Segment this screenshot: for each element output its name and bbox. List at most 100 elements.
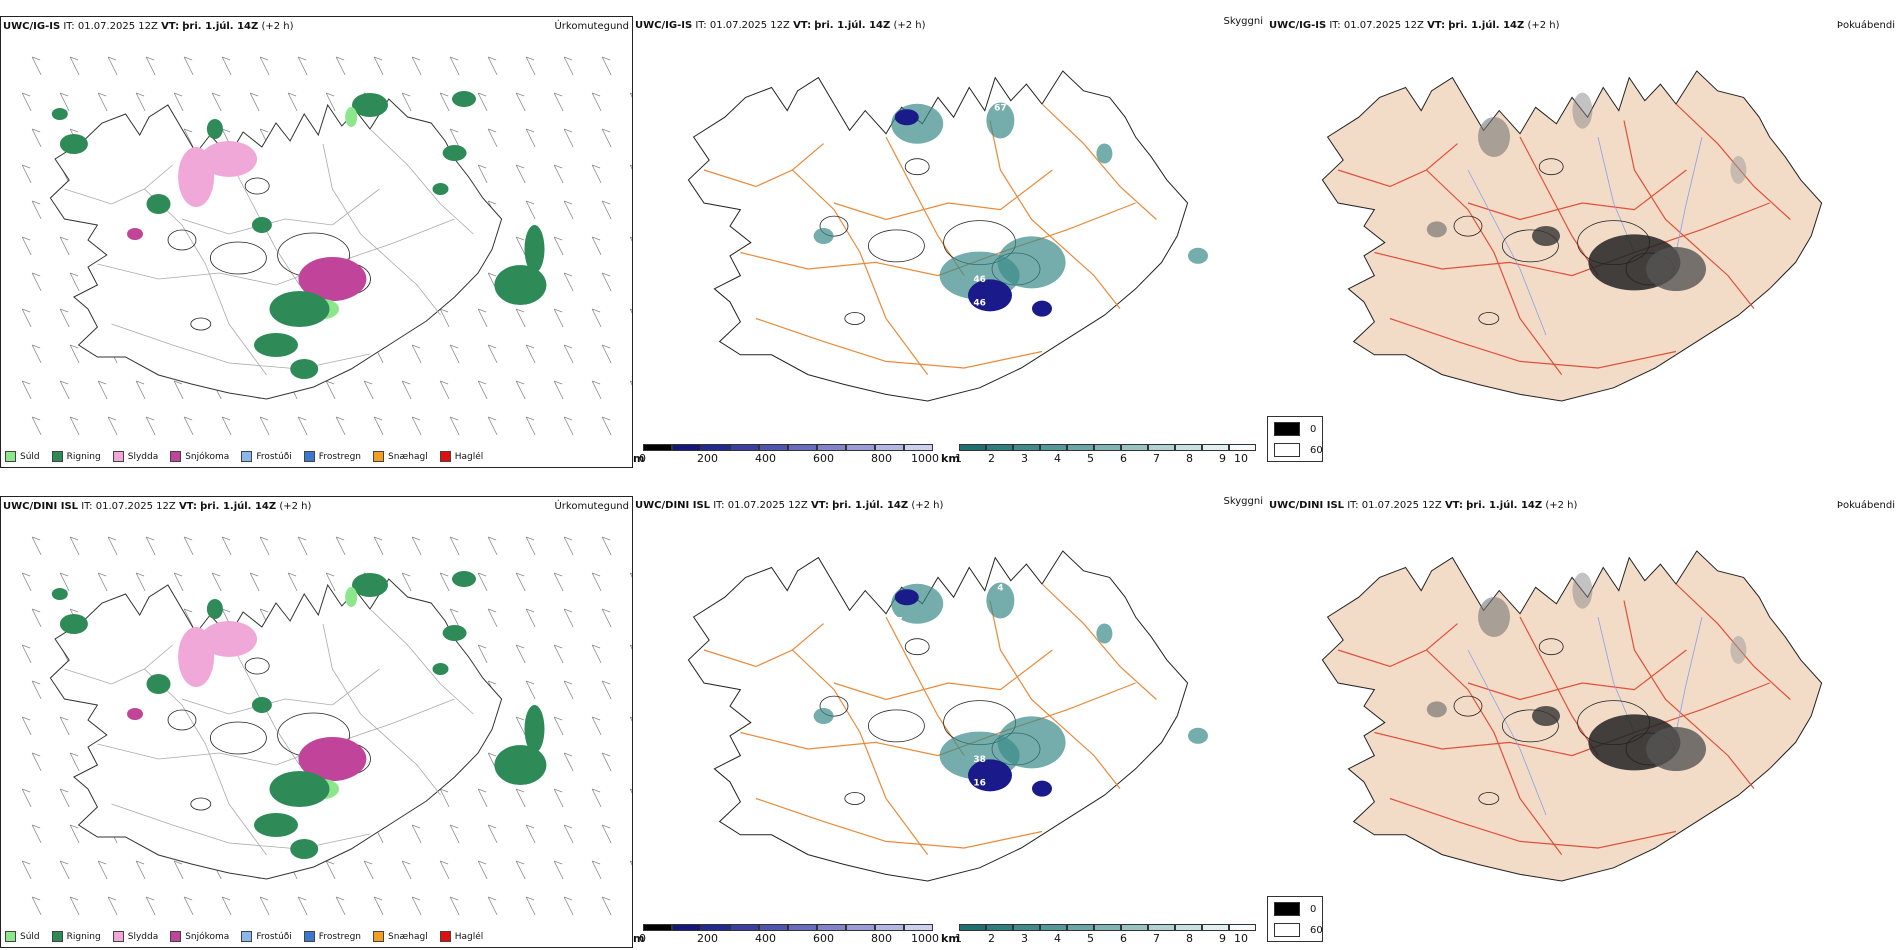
wind-barb [477, 860, 488, 880]
wind-barb [411, 344, 421, 349]
wind-barb [449, 896, 459, 901]
wind-barb [259, 536, 270, 556]
colorbar-tick: 10 [1234, 932, 1248, 945]
wind-barb [525, 536, 535, 541]
colorbar-tick: 8 [1186, 452, 1193, 465]
wind-barb [411, 344, 422, 364]
wind-barb [135, 860, 146, 880]
precip-area [352, 93, 388, 117]
wind-barb [363, 380, 374, 400]
legend-swatch [303, 931, 315, 942]
road [1623, 120, 1755, 309]
wind-barb [297, 896, 307, 901]
wind-barb [145, 56, 155, 61]
wind-barb [487, 56, 497, 61]
wind-barb [591, 308, 602, 328]
wind-barb [221, 896, 231, 901]
fog-legend-swatch [1274, 923, 1300, 937]
precip-map[interactable] [1, 497, 633, 948]
road [1337, 143, 1458, 188]
wind-barb [183, 416, 193, 421]
road [703, 143, 824, 188]
precip-area [290, 359, 319, 379]
wind-barb [487, 680, 497, 685]
fog-legend-label: 60 [1310, 444, 1323, 456]
wind-barb [221, 896, 232, 916]
wind-barb [259, 56, 270, 76]
colorbar-segment [701, 924, 730, 931]
wind-barb [439, 860, 449, 865]
wind-barb [59, 860, 69, 865]
precip-area [269, 771, 330, 807]
colorbar-tick: 7 [1153, 452, 1160, 465]
wind-barb [629, 308, 632, 311]
wind-barb [439, 92, 449, 97]
wind-barb [69, 344, 79, 349]
legend-swatch [241, 931, 253, 942]
wind-barb [335, 416, 345, 421]
legend-label: Frostúði [256, 931, 292, 942]
low-visibility-area [1096, 143, 1113, 164]
glacier-outline [1453, 215, 1483, 237]
wind-barb [221, 128, 231, 133]
road [1337, 623, 1458, 668]
wind-barb [69, 128, 79, 133]
glacier-outline [867, 709, 925, 743]
low-ceiling-area [894, 589, 919, 606]
wind-barb [221, 536, 232, 556]
wind-barb [107, 896, 117, 901]
wind-barb [401, 380, 412, 400]
wind-barb [563, 128, 574, 148]
wind-barb [411, 416, 421, 421]
wind-barb [591, 716, 602, 736]
wind-barb [145, 896, 155, 901]
fog-legend-item: 0 [1274, 902, 1316, 916]
vt-label: VT: [1444, 500, 1463, 511]
wind-barb [553, 644, 564, 664]
wind-barb [629, 380, 632, 386]
precip-area [345, 587, 358, 607]
precip-area [432, 183, 449, 195]
glacier-outline [1501, 229, 1559, 263]
fog-map[interactable] [1267, 16, 1900, 468]
fog-map[interactable] [1267, 496, 1900, 948]
precip-type-panel: UWC/IG-IS IT: 01.07.2025 12Z VT: þri. 1.… [0, 16, 633, 468]
ceiling-value-label: 4 [997, 584, 1003, 594]
ceiling-value-label: 42 [1015, 130, 1028, 140]
fog-legend: 0 60 [1267, 416, 1323, 462]
glacier-outline [190, 317, 212, 331]
wind-barb [325, 92, 335, 97]
wind-barb [297, 56, 308, 76]
legend-label: Súld [20, 931, 40, 942]
wind-barb [297, 896, 308, 916]
road [144, 188, 267, 376]
wind-barb [515, 788, 525, 793]
wind-barb [107, 416, 118, 436]
panel-title: UWC/DINI ISL IT: 01.07.2025 12Z VT: þri.… [635, 500, 943, 511]
wind-barb [21, 236, 31, 241]
legend-item: Snæhagl [373, 451, 428, 462]
legend-item: Snæhagl [373, 931, 428, 942]
wind-barb [107, 536, 118, 556]
colorbar-segment [1202, 444, 1229, 451]
glacier-outline [1501, 709, 1559, 743]
colorbar-tick: 200 [697, 452, 718, 465]
wind-barb [411, 536, 422, 556]
wind-barb [135, 572, 146, 592]
precip-area [494, 265, 547, 305]
wind-barb [439, 308, 449, 313]
precip-map[interactable] [1, 17, 633, 468]
legend-swatch [5, 931, 16, 942]
wind-barb [401, 860, 412, 880]
wind-barb [629, 236, 632, 239]
wind-barb [629, 92, 632, 95]
wind-barb [373, 416, 383, 421]
colorbar-segment [759, 924, 788, 931]
wind-barb [553, 860, 564, 880]
wind-barb [97, 92, 107, 97]
wind-barb [335, 536, 345, 541]
lead-time: (+2 h) [911, 500, 944, 511]
wind-barb [401, 572, 412, 592]
